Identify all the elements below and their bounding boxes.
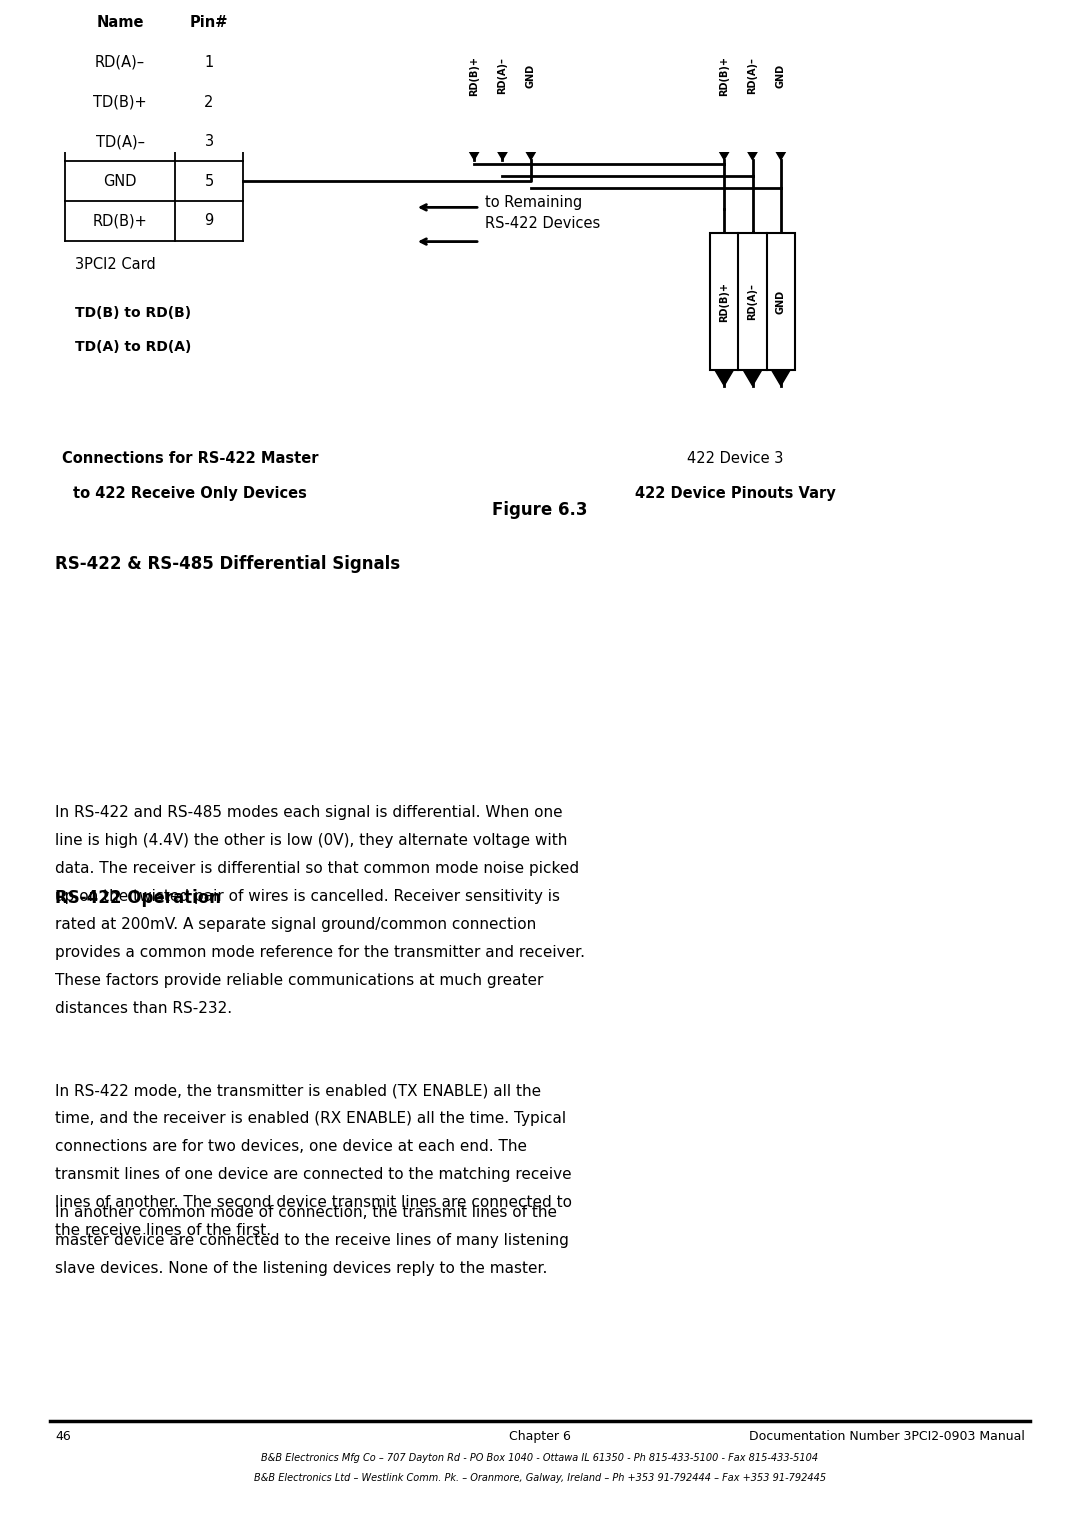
Polygon shape [522,144,540,159]
Text: GND: GND [104,174,137,188]
Text: RS-422 & RS-485 Differential Signals: RS-422 & RS-485 Differential Signals [55,555,400,573]
Text: GND: GND [775,291,786,313]
Text: RD(A)–: RD(A)– [747,283,757,321]
Text: TD(B) to RD(B): TD(B) to RD(B) [75,306,191,320]
Text: In another common mode of connection, the transmit lines of the: In another common mode of connection, th… [55,1205,557,1220]
Bar [710,234,795,370]
Text: connections are for two devices, one device at each end. The: connections are for two devices, one dev… [55,1139,527,1154]
Text: These factors provide reliable communications at much greater: These factors provide reliable communica… [55,972,543,988]
Polygon shape [715,144,733,159]
Text: In RS-422 mode, the transmitter is enabled (TX ENABLE) all the: In RS-422 mode, the transmitter is enabl… [55,1084,541,1098]
Text: RD(B)+: RD(B)+ [93,214,147,228]
Text: RD(A)–: RD(A)– [95,55,145,70]
Text: time, and the receiver is enabled (RX ENABLE) all the time. Typical: time, and the receiver is enabled (RX EN… [55,1112,566,1127]
Text: Chapter 6: Chapter 6 [509,1430,571,1443]
Text: slave devices. None of the listening devices reply to the master.: slave devices. None of the listening dev… [55,1261,548,1275]
Text: 5: 5 [204,174,214,188]
Text: 46: 46 [55,1430,71,1443]
Polygon shape [715,370,733,385]
Text: RS-422 Operation: RS-422 Operation [55,888,221,907]
Text: 2: 2 [204,95,214,110]
Text: transmit lines of one device are connected to the matching receive: transmit lines of one device are connect… [55,1167,571,1182]
Polygon shape [772,144,789,159]
Text: distances than RS-232.: distances than RS-232. [55,1000,232,1015]
Text: to 422 Receive Only Devices: to 422 Receive Only Devices [73,486,307,500]
Text: In RS-422 and RS-485 modes each signal is differential. When one: In RS-422 and RS-485 modes each signal i… [55,806,563,820]
Text: TD(B)+: TD(B)+ [93,95,147,110]
Text: TD(A)–: TD(A)– [95,135,145,150]
Text: 1: 1 [204,55,214,70]
Text: RD(A)–: RD(A)– [498,58,508,95]
Text: Figure 6.3: Figure 6.3 [492,502,588,518]
Polygon shape [743,144,761,159]
Text: Connections for RS-422 Master: Connections for RS-422 Master [62,451,319,466]
Polygon shape [743,370,761,385]
Polygon shape [465,144,483,159]
Text: Pin#: Pin# [190,15,228,31]
Text: TD(A) to RD(A): TD(A) to RD(A) [75,339,191,353]
Text: RD(B)+: RD(B)+ [719,281,729,323]
Text: B&B Electronics Mfg Co – 707 Dayton Rd - PO Box 1040 - Ottawa IL 61350 - Ph 815-: B&B Electronics Mfg Co – 707 Dayton Rd -… [261,1454,819,1463]
Text: B&B Electronics Ltd – Westlink Comm. Pk. – Oranmore, Galway, Ireland – Ph +353 9: B&B Electronics Ltd – Westlink Comm. Pk.… [254,1472,826,1483]
Text: master device are connected to the receive lines of many listening: master device are connected to the recei… [55,1232,569,1248]
Text: 422 Device 3: 422 Device 3 [687,451,783,466]
Text: Name: Name [96,15,144,31]
Text: 9: 9 [204,214,214,228]
Text: GND: GND [775,64,786,89]
Text: lines of another. The second device transmit lines are connected to: lines of another. The second device tran… [55,1196,572,1209]
Text: to Remaining
RS-422 Devices: to Remaining RS-422 Devices [485,194,600,231]
Text: 422 Device Pinouts Vary: 422 Device Pinouts Vary [635,486,835,500]
Text: Documentation Number 3PCI2-0903 Manual: Documentation Number 3PCI2-0903 Manual [750,1430,1025,1443]
Bar [460,8,545,144]
Text: RD(B)+: RD(B)+ [719,57,729,96]
Text: 3PCI2 Card: 3PCI2 Card [75,257,156,272]
Text: provides a common mode reference for the transmitter and receiver.: provides a common mode reference for the… [55,945,585,960]
Text: RD(B)+: RD(B)+ [469,57,480,96]
Text: the receive lines of the first.: the receive lines of the first. [55,1223,271,1238]
Text: up on the twisted pair of wires is cancelled. Receiver sensitivity is: up on the twisted pair of wires is cance… [55,888,561,904]
Text: data. The receiver is differential so that common mode noise picked: data. The receiver is differential so th… [55,861,579,876]
Text: rated at 200mV. A separate signal ground/common connection: rated at 200mV. A separate signal ground… [55,917,537,931]
Text: RD(A)–: RD(A)– [747,58,757,95]
Text: 3: 3 [204,135,214,150]
Text: line is high (4.4V) the other is low (0V), they alternate voltage with: line is high (4.4V) the other is low (0V… [55,833,567,849]
Polygon shape [494,144,512,159]
Bar [710,8,795,144]
Polygon shape [772,370,789,385]
Text: GND: GND [526,64,536,89]
